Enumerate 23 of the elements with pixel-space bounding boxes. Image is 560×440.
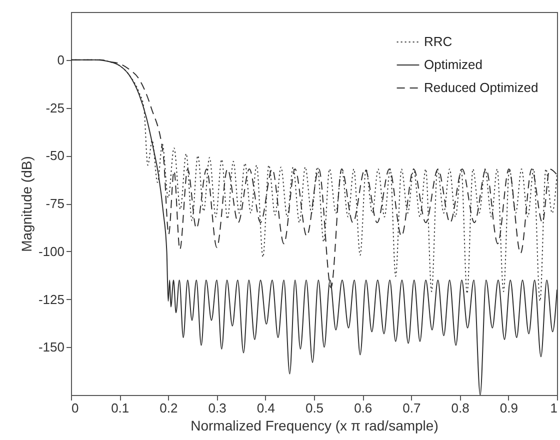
x-tick-label: 0.5: [305, 400, 324, 416]
y-tick-label: -150: [38, 340, 64, 355]
x-tick-label: 0: [72, 400, 79, 416]
y-tick-label: -125: [38, 292, 64, 307]
y-tick-label: -75: [46, 196, 64, 211]
x-tick-label: 0.1: [111, 400, 130, 416]
y-tick-label: -25: [46, 100, 64, 116]
x-tick-label: 0.9: [500, 400, 518, 416]
legend-label: Reduced Optimized: [424, 80, 538, 95]
x-tick-label: 1: [550, 400, 558, 416]
x-tick-label: 0.7: [402, 400, 421, 416]
legend-label: Optimized: [424, 57, 483, 72]
y-tick-label: 0: [57, 52, 64, 68]
x-tick-label: 0.2: [160, 400, 178, 416]
x-tick-label: 0.8: [451, 400, 470, 416]
x-tick-label: 0.4: [256, 400, 275, 416]
y-tick-label: -100: [38, 244, 64, 259]
x-axis-title: Normalized Frequency (x π rad/sample): [190, 418, 438, 434]
y-axis-title: Magnitude (dB): [18, 156, 34, 252]
x-tick-label: 0.3: [208, 400, 226, 416]
x-tick-label: 0.6: [354, 400, 372, 416]
y-tick-label: -50: [46, 148, 64, 164]
legend-label: RRC: [424, 34, 452, 49]
